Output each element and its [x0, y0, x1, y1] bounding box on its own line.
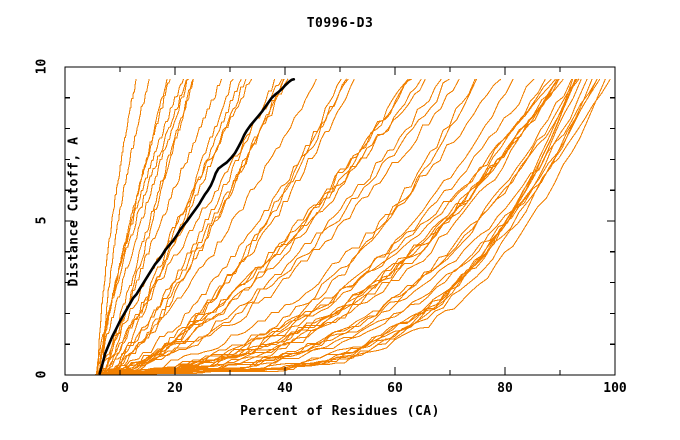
model-curve: [111, 78, 355, 376]
model-curve: [97, 78, 189, 375]
axes-group: [64, 66, 616, 376]
model-curve: [104, 78, 349, 376]
model-curve: [99, 78, 276, 375]
model-curve: [96, 78, 577, 375]
model-curve: [106, 78, 460, 375]
y-axis-label: Distance Cutoff, A: [66, 136, 82, 287]
model-curve: [101, 78, 580, 375]
model-curve: [112, 78, 593, 376]
model-curve: [97, 78, 576, 376]
y-tick-label: 5: [34, 216, 50, 225]
model-curve: [98, 78, 247, 375]
highlighted-model-curve: [98, 78, 296, 375]
y-tick-label: 0: [34, 370, 50, 379]
model-curve: [97, 78, 137, 375]
model-curve: [109, 78, 502, 375]
plot-frame: [64, 66, 616, 376]
model-curve: [111, 78, 611, 375]
model-curve: [98, 78, 409, 375]
y-tick-label: 10: [34, 58, 50, 75]
model-curve: [117, 78, 606, 375]
model-curve: [118, 78, 573, 375]
x-tick-label: 60: [387, 381, 403, 396]
x-tick-label: 20: [167, 381, 183, 396]
chart-title: T0996-D3: [306, 16, 374, 31]
x-tick-label: 80: [497, 381, 513, 396]
x-tick-label: 0: [61, 381, 69, 396]
model-curve: [103, 78, 317, 375]
model-curve: [95, 78, 478, 376]
model-curve: [103, 78, 558, 376]
model-curve: [102, 78, 150, 375]
model-curve: [98, 78, 184, 375]
model-curve: [95, 78, 189, 375]
highlight-curve-group: [98, 78, 296, 375]
model-curve: [119, 78, 558, 375]
model-curves-group: [94, 78, 611, 376]
model-curve: [111, 78, 514, 375]
x-axis-label: Percent of Residues (CA): [240, 404, 440, 419]
model-curve: [95, 78, 450, 376]
model-curve: [111, 78, 285, 375]
x-tick-label: 40: [277, 381, 293, 396]
model-curve: [96, 78, 283, 375]
model-curve: [110, 78, 564, 375]
x-tick-label: 100: [603, 381, 627, 396]
model-curve: [104, 78, 582, 376]
model-curve: [100, 78, 411, 375]
